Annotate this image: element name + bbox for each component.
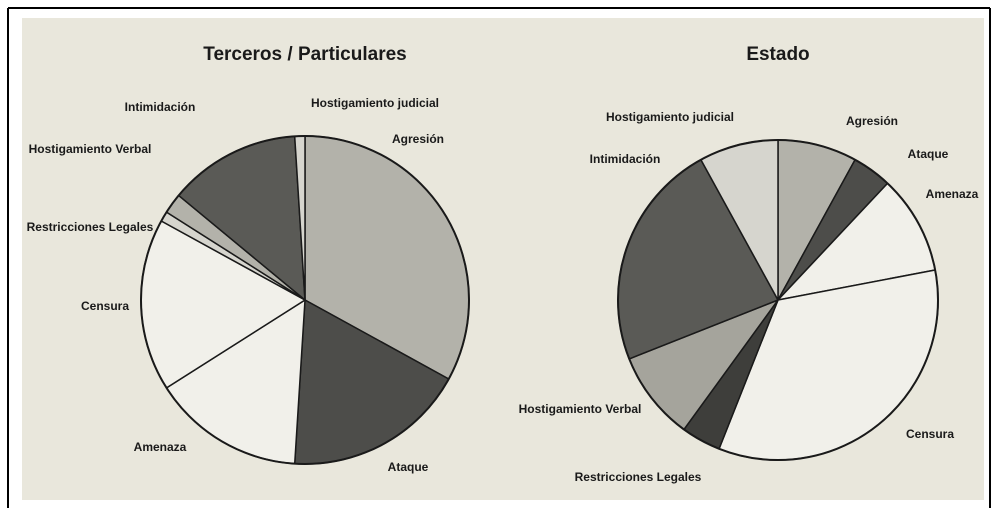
slice-label: Ataque: [388, 460, 429, 474]
slice-label: Amenaza: [926, 187, 979, 201]
slice-label: Restricciones Legales: [27, 220, 154, 234]
slice-label: Hostigamiento Verbal: [29, 142, 152, 156]
slice-label: Censura: [81, 299, 129, 313]
chart-title: Estado: [746, 44, 809, 65]
slice-label: Amenaza: [134, 440, 187, 454]
slice-label: Censura: [906, 427, 954, 441]
slice-label: Hostigamiento judicial: [311, 96, 439, 110]
slice-label: Intimidación: [590, 152, 661, 166]
slice-label: Intimidación: [125, 100, 196, 114]
slice-label: Agresión: [392, 132, 444, 146]
pie-outline: [617, 139, 939, 461]
slice-label: Ataque: [908, 147, 949, 161]
slice-label: Restricciones Legales: [575, 470, 702, 484]
slice-label: Hostigamiento judicial: [606, 110, 734, 124]
slice-label: Hostigamiento Verbal: [519, 402, 642, 416]
pie-outline: [140, 135, 470, 465]
slice-label: Agresión: [846, 114, 898, 128]
chart-title: Terceros / Particulares: [203, 44, 406, 65]
